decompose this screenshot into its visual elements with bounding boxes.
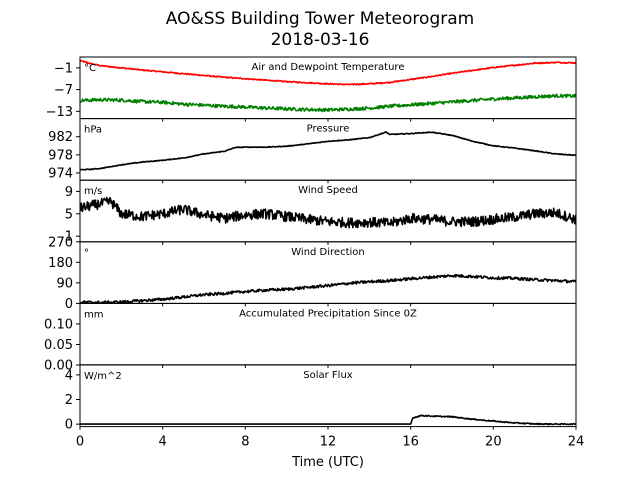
wind_speed-series-0 (80, 196, 576, 229)
pressure-series-0 (80, 131, 576, 171)
x-tick-label-2: 8 (241, 435, 249, 450)
solar_flux-panel-title: Solar Flux (303, 370, 353, 381)
panel-temperature: −13 −7 −1 °C Air and Dewpoint Temperature (46, 56, 577, 122)
temperature-ytick-label-0: −13 (46, 105, 73, 120)
solar_flux-ytick-label-2: 4 (65, 368, 73, 383)
wind_speed-ytick-label-0: 1 (65, 230, 73, 245)
pressure-ytick-label-0: 974 (48, 166, 73, 181)
wind_direction-ytick-label-1: 90 (56, 276, 73, 291)
solar_flux-unit-label: W/m^2 (84, 371, 122, 382)
precipitation-unit-label: mm (84, 309, 103, 320)
x-axis: 0 4 8 12 16 20 24 (76, 435, 584, 450)
panel-solar_flux: 0 2 4 W/m^2 Solar Flux (65, 364, 577, 433)
wind_direction-ytick-label-3: 270 (48, 235, 73, 250)
pressure-ytick-label-1: 978 (48, 148, 73, 163)
solar_flux-ytick-label-0: 0 (65, 418, 73, 433)
wind_direction-panel-title: Wind Direction (291, 247, 365, 258)
pressure-unit-label: hPa (84, 125, 102, 136)
panel-pressure: 974 978 982 hPa Pressure (48, 118, 577, 184)
wind_speed-panel-title: Wind Speed (298, 185, 358, 196)
wind_speed-unit-label: m/s (84, 186, 102, 197)
chart-title-line2: 2018-03-16 (271, 30, 370, 50)
panel-precipitation: 0.00 0.05 0.10 mm Accumulated Precipitation … (44, 302, 577, 374)
precipitation-panel-title: Accumulated Precipitation Since 0Z (239, 308, 417, 319)
x-axis-label: Time (UTC) (291, 455, 364, 470)
pressure-panel-title: Pressure (307, 124, 350, 135)
temperature-panel-title: Air and Dewpoint Temperature (252, 62, 405, 73)
panel-stack: −13 −7 −1 °C Air and Dewpoint Temperature 974… (44, 56, 577, 433)
temperature-unit-label: °C (84, 63, 96, 74)
precipitation-ytick-label-2: 0.10 (44, 317, 73, 332)
pressure-ytick-label-2: 982 (48, 130, 73, 145)
wind_direction-ytick-label-0: 0 (65, 297, 73, 312)
solar_flux-ytick-label-1: 2 (65, 393, 73, 408)
temperature-series-1 (80, 93, 576, 113)
x-tick-label-1: 4 (159, 435, 167, 450)
temperature-ytick-label-2: −1 (54, 61, 73, 76)
temperature-series-0 (80, 59, 576, 86)
wind_direction-ytick-label-2: 180 (48, 256, 73, 271)
x-tick-label-3: 12 (320, 435, 337, 450)
x-tick-label-6: 24 (568, 435, 585, 450)
precipitation-ytick-label-0: 0.00 (44, 359, 73, 374)
wind_direction-series-0 (80, 273, 576, 304)
wind_speed-ytick-label-1: 5 (65, 207, 73, 222)
x-tick-label-4: 16 (402, 435, 419, 450)
panel-wind_direction: 0 90 180 270 ° Wind Direction (48, 235, 577, 312)
wind_speed-ytick-label-2: 9 (65, 185, 73, 200)
chart-title-line1: AO&SS Building Tower Meteorogram (166, 9, 474, 29)
panel-wind_speed: 1 5 9 m/s Wind Speed (65, 179, 577, 245)
x-tick-label-5: 20 (485, 435, 502, 450)
x-tick-label-0: 0 (76, 435, 84, 450)
wind_direction-unit-label: ° (84, 248, 89, 259)
solar_flux-series-0 (80, 414, 576, 426)
temperature-ytick-label-1: −7 (54, 83, 73, 98)
precipitation-ytick-label-1: 0.05 (44, 338, 73, 353)
